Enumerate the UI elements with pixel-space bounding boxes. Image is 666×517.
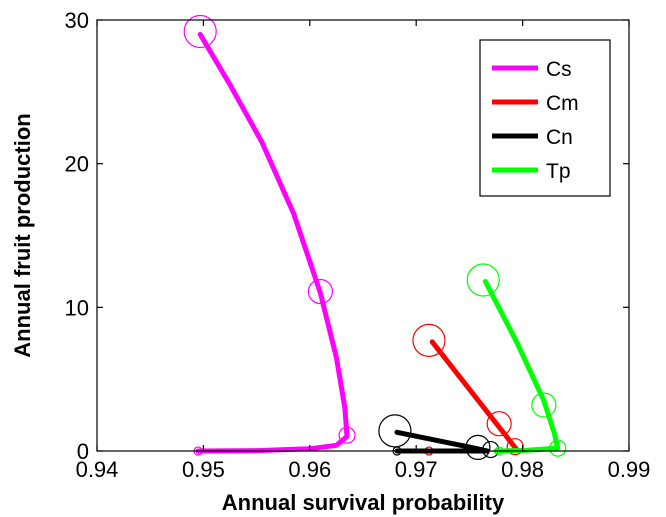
- x-tick-label: 0.99: [608, 457, 651, 482]
- y-tick-label: 20: [65, 152, 89, 177]
- marker-cm-0: [412, 323, 446, 357]
- legend-label-cn: Cn: [546, 126, 573, 149]
- legend-box: [479, 39, 611, 197]
- marker-cn-1: [465, 434, 491, 461]
- legend-label-cs: Cs: [546, 58, 572, 81]
- marker-cm-1: [486, 411, 512, 437]
- series-line-cm: [429, 339, 520, 453]
- series-tp: [466, 263, 567, 457]
- axes-layer: 0.94 0.95 0.96 0.97 0.98 0.99 0 10 20 30: [65, 8, 651, 482]
- axes-box: [96, 19, 630, 452]
- series-line-tp: [482, 279, 561, 454]
- x-tick-label: 0.94: [76, 457, 119, 482]
- marker-tp-0: [466, 263, 500, 297]
- marker-tp-1: [531, 392, 557, 418]
- y-axis-label: Annual fruit production: [10, 113, 35, 357]
- x-tick-label: 0.95: [182, 457, 225, 482]
- x-tick-label: 0.98: [501, 457, 544, 482]
- legend: Cs Cm Cn Tp: [479, 39, 611, 197]
- marker-cs-1: [307, 278, 334, 305]
- x-axis-label: Annual survival probability: [222, 490, 505, 515]
- legend-label-tp: Tp: [546, 160, 571, 183]
- series-line-cs: [195, 31, 350, 454]
- y-tick-label: 30: [65, 8, 89, 33]
- marker-cs-2: [338, 426, 356, 444]
- y-tick-label: 10: [65, 295, 89, 320]
- marker-cs-0: [183, 14, 217, 49]
- legend-label-cm: Cm: [546, 92, 579, 115]
- x-tick-label: 0.96: [288, 457, 331, 482]
- series-cs: [183, 14, 356, 456]
- x-tick-label: 0.97: [395, 457, 438, 482]
- marker-tp-2: [549, 439, 567, 457]
- y-tick-label: 0: [77, 439, 89, 464]
- marker-cn-0: [378, 414, 412, 448]
